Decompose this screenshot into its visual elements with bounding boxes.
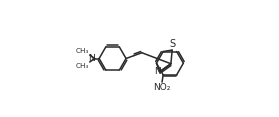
Text: N: N	[154, 67, 160, 76]
Text: CH₃: CH₃	[76, 63, 89, 69]
Text: S: S	[169, 39, 175, 49]
Text: CH₃: CH₃	[76, 48, 89, 54]
Text: NO₂: NO₂	[153, 83, 171, 92]
Text: N: N	[88, 54, 95, 63]
